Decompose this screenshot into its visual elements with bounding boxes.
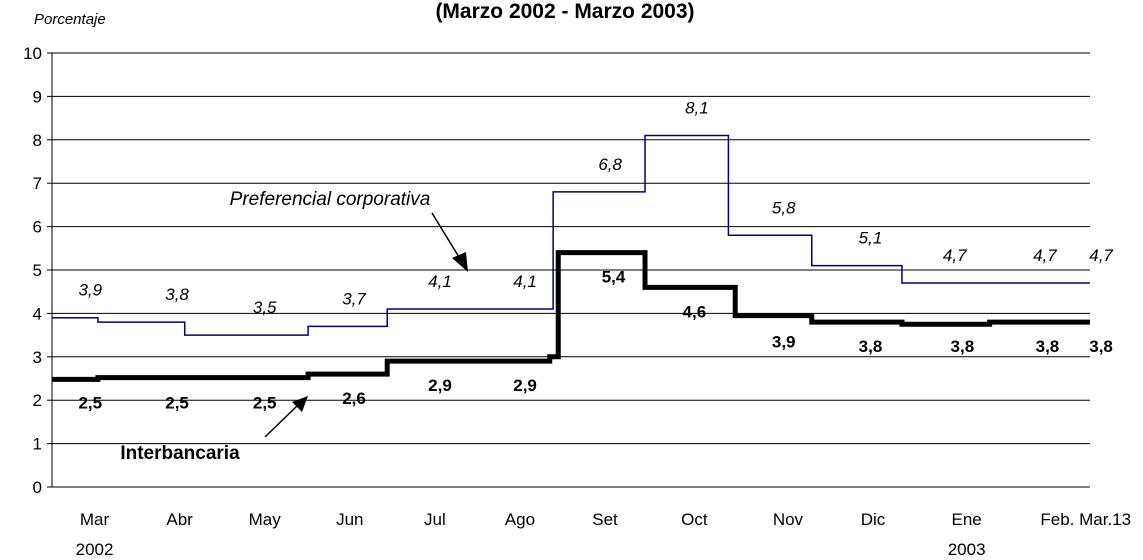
x-tick-label: Jun (336, 510, 363, 529)
data-label: 4,1 (513, 272, 537, 291)
x-tick-label: Dic (861, 510, 886, 529)
data-label: 4,7 (1033, 246, 1057, 265)
year-label: 2003 (948, 540, 986, 559)
y-tick-label: 1 (33, 435, 42, 454)
data-label: 3,8 (1036, 337, 1060, 356)
data-label: 5,8 (772, 198, 796, 217)
data-label: 4,1 (428, 272, 452, 291)
y-tick-label: 8 (33, 131, 42, 150)
data-label: 3,8 (859, 337, 883, 356)
y-tick-label: 5 (33, 261, 42, 280)
data-label: 2,5 (78, 394, 102, 413)
data-label: 3,5 (253, 298, 277, 317)
x-tick-label: Oct (681, 510, 708, 529)
y-tick-label: 2 (33, 391, 42, 410)
chart-title: (Marzo 2002 - Marzo 2003) (435, 0, 694, 23)
data-label: 3,9 (772, 333, 796, 352)
x-tick-label: Ene (952, 510, 982, 529)
data-label: 8,1 (685, 98, 709, 117)
annotation-arrow (431, 212, 463, 263)
annotation-arrow (264, 403, 300, 438)
data-label: 2,9 (513, 376, 537, 395)
x-tick-label: Set (592, 510, 618, 529)
year-label: 2002 (76, 540, 114, 559)
series-annotation: Preferencial corporativa (230, 189, 431, 210)
data-label: 2,6 (342, 389, 366, 408)
data-label: 2,5 (253, 394, 277, 413)
data-label: 5,1 (859, 229, 883, 248)
x-tick-label: Abr (166, 510, 193, 529)
data-label: 4,7 (943, 246, 967, 265)
x-tick-label: Feb. Mar.13 (1040, 510, 1131, 529)
data-label: 2,5 (165, 394, 189, 413)
data-label: 3,8 (951, 337, 975, 356)
series-line (52, 250, 1090, 382)
series-line (52, 134, 1090, 336)
y-tick-label: 6 (33, 218, 42, 237)
data-label: 6,8 (598, 155, 622, 174)
y-tick-label: 10 (23, 44, 42, 63)
x-tick-label: Ago (505, 510, 535, 529)
x-tick-label: Nov (773, 510, 804, 529)
data-label: 3,7 (342, 289, 366, 308)
y-axis-label: Porcentaje (34, 11, 106, 28)
data-label: 4,7 (1089, 246, 1113, 265)
arrow-head (292, 396, 308, 412)
y-tick-label: 9 (33, 87, 42, 106)
x-tick-label: Jul (424, 510, 446, 529)
data-label: 3,8 (165, 285, 189, 304)
data-label: 3,9 (78, 281, 102, 300)
arrow-head (452, 252, 468, 272)
data-label: 3,8 (1089, 337, 1113, 356)
data-label: 4,6 (683, 302, 707, 321)
y-tick-label: 4 (33, 304, 42, 323)
x-tick-label: Mar (80, 510, 110, 529)
data-label: 5,4 (602, 268, 626, 287)
y-tick-label: 3 (33, 348, 42, 367)
series-annotation: Interbancaria (120, 443, 240, 464)
data-label: 2,9 (428, 376, 452, 395)
y-tick-label: 0 (33, 478, 42, 497)
y-tick-label: 7 (33, 174, 42, 193)
x-tick-label: May (249, 510, 282, 529)
